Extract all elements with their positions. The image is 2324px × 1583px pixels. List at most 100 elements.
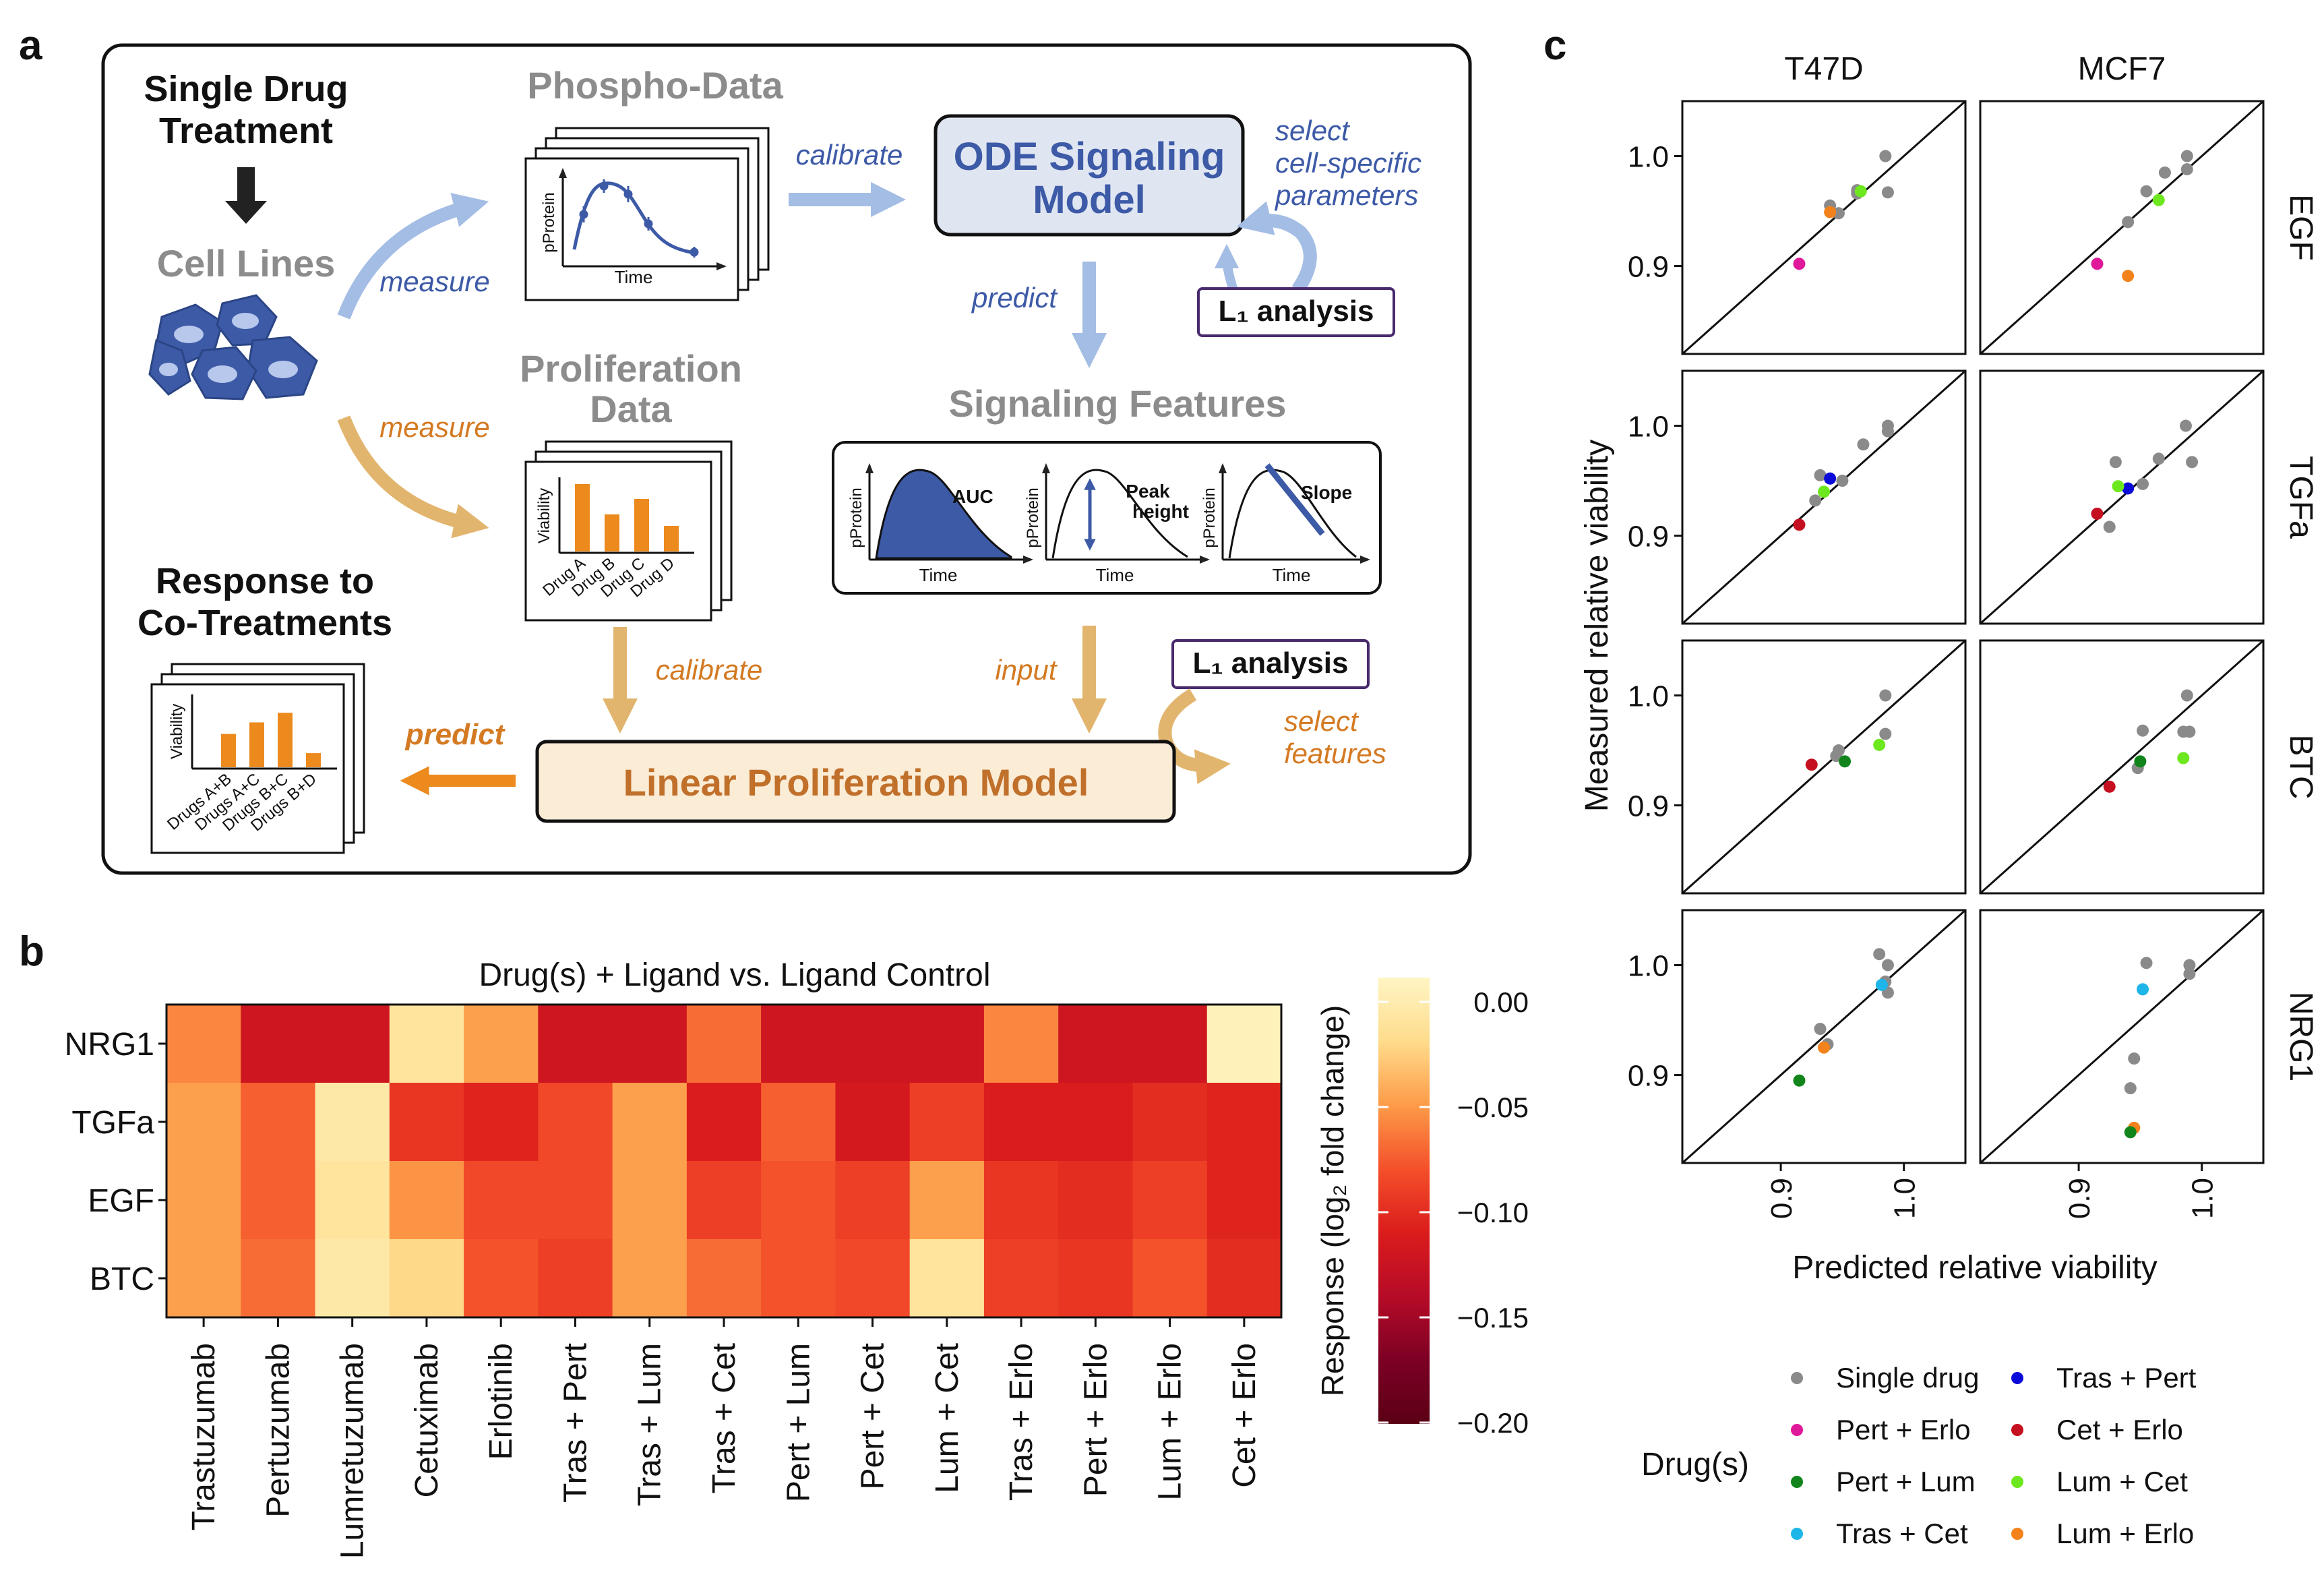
- identity-line: [1682, 100, 1966, 355]
- scatter-point: [2137, 983, 2149, 996]
- legend-label: Pert + Erlo: [1836, 1414, 1971, 1445]
- prolif-ylabel: Viability: [535, 488, 553, 543]
- heatmap-cell: [835, 1083, 911, 1162]
- scatter-point: [2183, 959, 2196, 972]
- heatmap-col-label: Cet + Erlo: [1227, 1343, 1262, 1488]
- scatter-point: [1818, 1041, 1830, 1054]
- cotreat-ylabel: Viability: [168, 704, 186, 759]
- heatmap-cell: [241, 1083, 316, 1162]
- feature-peak-xlabel: Time: [1096, 565, 1134, 585]
- heatmap-row-label: BTC: [90, 1261, 154, 1297]
- legend: Single drug Tras + Pert Pert + Erlo Cet + E…: [1791, 1362, 2197, 1549]
- heatmap-col-label: Lum + Erlo: [1153, 1343, 1188, 1500]
- scatter-point: [1793, 1074, 1806, 1087]
- scatter-point: [2186, 456, 2199, 469]
- colorbar-title: Response (log₂ fold change): [1315, 1005, 1350, 1396]
- measure-label-prolif: measure: [379, 411, 489, 443]
- bar: [306, 753, 321, 767]
- select-params-arrow: [1236, 201, 1317, 294]
- bar: [664, 526, 679, 551]
- heatmap-cell: [909, 1161, 985, 1240]
- scatter-point: [2137, 477, 2149, 490]
- phospho-xlabel: Time: [615, 267, 653, 287]
- legend-marker: [2011, 1424, 2023, 1436]
- prolif-stack: [524, 440, 733, 622]
- scatter-subplot: 0.9 1.0: [1628, 369, 1967, 625]
- scatter-xlabel: Predicted relative viability: [1792, 1250, 2158, 1286]
- scatter-point: [1879, 689, 1892, 702]
- l1-analysis-box-1: [1197, 287, 1395, 337]
- scatter-point: [1809, 494, 1822, 507]
- cell-lines-label: Cell Lines: [157, 242, 336, 285]
- cells-icon: [148, 294, 318, 400]
- scatter-point: [2091, 258, 2104, 270]
- scatter-point: [2109, 456, 2122, 469]
- legend-label: Pert + Lum: [1836, 1466, 1976, 1497]
- identity-line: [1980, 909, 2264, 1164]
- feature-auc-ylabel: pProtein: [847, 487, 865, 547]
- heatmap-col-label: Lumretuzumab: [335, 1343, 371, 1559]
- scatter-point: [1814, 469, 1827, 481]
- heatmap-col-label: Lum + Cet: [929, 1343, 965, 1493]
- heatmap-cell: [538, 1005, 613, 1083]
- legend-marker: [1791, 1372, 1803, 1384]
- scatter-point: [2152, 452, 2165, 465]
- heatmap-panel: Drug(s) + Ligand vs. Ligand Control NRG1…: [65, 957, 1529, 1559]
- measure-arrow-prolif: [337, 415, 489, 539]
- heatmap-cell: [464, 1005, 539, 1083]
- ode-model-box: [934, 114, 1245, 237]
- heatmap-row-label: TGFa: [71, 1105, 154, 1141]
- scatter-point: [1857, 438, 1870, 451]
- scatter-panel: T47D MCF7 EGF TGFa BTC NRG1 0.9 1.0 0.9 1.0 0.9 1.0…: [1579, 51, 2319, 1549]
- heatmap-cell: [464, 1239, 539, 1318]
- heatmap-cell: [1058, 1005, 1134, 1083]
- scatter-point: [2152, 193, 2165, 206]
- predict-label-features: predict: [971, 282, 1058, 313]
- heatmap-cell: [761, 1005, 836, 1083]
- legend-marker: [2011, 1372, 2023, 1384]
- heatmap-cell: [761, 1083, 836, 1162]
- legend-marker: [2011, 1528, 2023, 1540]
- workflow-panel: Single Drug Treatment Cell Lines measure…: [101, 43, 1472, 875]
- heatmap-row-label: NRG1: [65, 1027, 154, 1063]
- colorbar-tick-label: 0.00: [1473, 986, 1529, 1018]
- phospho-stack: [524, 127, 770, 301]
- heatmap-cell: [1132, 1083, 1208, 1162]
- heatmap-cell: [166, 1239, 241, 1318]
- select-params-line3: parameters: [1274, 179, 1418, 211]
- scatter-point: [1854, 185, 1867, 198]
- select-params-line2: cell-specific: [1275, 147, 1421, 179]
- calibrate-label-ode: calibrate: [796, 139, 903, 171]
- scatter-subplot: 0.9 1.0: [1628, 100, 1967, 355]
- bar: [634, 499, 649, 551]
- heatmap-cell: [166, 1083, 241, 1162]
- heatmap-cell: [612, 1083, 687, 1162]
- heatmap-row-labels: NRG1 TGFa EGF BTC: [65, 1027, 166, 1297]
- column-header: MCF7: [2078, 51, 2166, 87]
- linear-model-box: [535, 740, 1176, 823]
- colorbar-gradient: [1378, 978, 1430, 1424]
- select-features-line2: features: [1284, 738, 1386, 769]
- down-arrow-icon: [225, 167, 267, 224]
- x-tick-label: 1.0: [2187, 1178, 2220, 1219]
- feature-peak-ylabel: pProtein: [1024, 487, 1042, 547]
- heatmap-cells: [166, 1005, 1282, 1318]
- scatter-point: [1793, 258, 1806, 270]
- scatter-point: [1879, 150, 1892, 162]
- row-header: BTC: [2283, 735, 2319, 800]
- linear-model-label: Linear Proliferation Model: [623, 761, 1089, 804]
- scatter-subplot: [1979, 639, 2265, 895]
- calibrate-label-linear: calibrate: [656, 654, 763, 686]
- heatmap-cell: [1132, 1005, 1208, 1083]
- heatmap-cell: [1058, 1239, 1134, 1318]
- legend-label: Tras + Pert: [2056, 1362, 2197, 1394]
- heatmap-cell: [983, 1083, 1059, 1162]
- scatter-point: [2122, 482, 2135, 495]
- scatter-point: [1793, 518, 1806, 531]
- heatmap-cell: [166, 1005, 241, 1083]
- heatmap-cell: [1058, 1161, 1134, 1240]
- heatmap-cell: [686, 1161, 762, 1240]
- scatter-point: [2180, 689, 2193, 702]
- heatmap-cell: [315, 1161, 390, 1240]
